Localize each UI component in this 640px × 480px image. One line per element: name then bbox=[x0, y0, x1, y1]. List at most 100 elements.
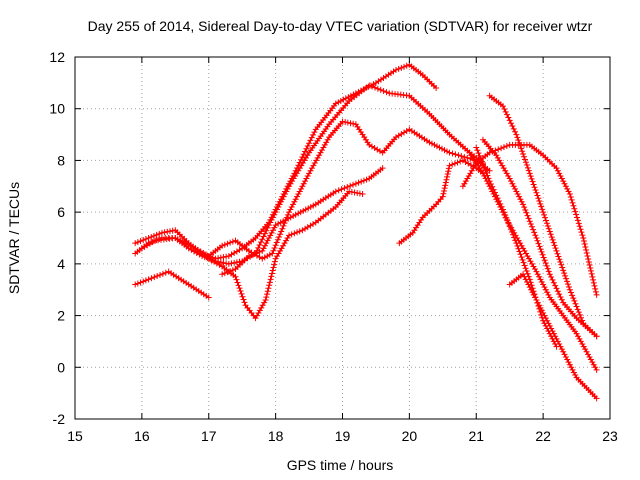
data-point bbox=[179, 238, 186, 245]
data-point bbox=[502, 167, 509, 174]
data-point bbox=[314, 154, 321, 161]
data-point bbox=[500, 103, 506, 110]
y-axis-label: SDTVAR / TECUs bbox=[6, 182, 22, 294]
data-point bbox=[240, 296, 247, 303]
data-point bbox=[464, 175, 471, 182]
y-tick-label: 2 bbox=[57, 308, 65, 324]
data-point bbox=[474, 147, 481, 154]
data-point bbox=[549, 236, 556, 243]
data-point bbox=[454, 159, 461, 166]
data-point bbox=[540, 209, 547, 216]
data-point bbox=[552, 282, 559, 289]
data-point bbox=[274, 236, 281, 243]
data-point bbox=[360, 177, 367, 184]
data-point bbox=[169, 227, 176, 234]
data-point bbox=[366, 82, 373, 89]
data-point bbox=[296, 159, 303, 166]
y-tick-label: 0 bbox=[57, 359, 65, 375]
data-point bbox=[363, 176, 370, 183]
data-point bbox=[532, 186, 539, 193]
data-point bbox=[499, 162, 506, 169]
series-arc5 bbox=[219, 165, 386, 278]
data-point bbox=[145, 235, 152, 241]
data-point bbox=[445, 165, 452, 172]
data-point bbox=[239, 293, 246, 300]
data-point bbox=[579, 341, 586, 348]
data-point bbox=[535, 195, 542, 202]
data-point bbox=[257, 239, 264, 246]
data-point bbox=[134, 280, 141, 287]
data-point bbox=[445, 168, 452, 175]
data-point bbox=[291, 230, 298, 237]
data-point bbox=[504, 111, 511, 118]
data-point bbox=[449, 150, 456, 157]
chart-title: Day 255 of 2014, Sidereal Day-to-day VTE… bbox=[88, 18, 593, 34]
data-point bbox=[577, 226, 584, 233]
data-point bbox=[308, 134, 315, 141]
data-point bbox=[291, 198, 298, 205]
data-point bbox=[569, 292, 576, 299]
data-point bbox=[187, 242, 194, 249]
data-point bbox=[503, 170, 510, 177]
data-point bbox=[571, 297, 578, 304]
data-point bbox=[501, 105, 508, 112]
data-point bbox=[570, 369, 577, 376]
data-point bbox=[516, 248, 523, 255]
data-point bbox=[593, 333, 600, 340]
data-point bbox=[347, 120, 354, 127]
data-point bbox=[531, 291, 538, 298]
y-tick-label: 10 bbox=[49, 101, 65, 117]
data-point bbox=[494, 195, 501, 202]
data-point bbox=[580, 235, 587, 241]
data-point bbox=[311, 160, 318, 167]
data-point bbox=[340, 96, 347, 103]
data-point bbox=[530, 288, 537, 295]
data-point bbox=[523, 268, 530, 275]
data-point bbox=[436, 144, 443, 151]
data-point bbox=[237, 288, 244, 295]
data-point bbox=[260, 233, 267, 240]
data-point bbox=[324, 136, 331, 143]
data-point bbox=[277, 219, 284, 226]
data-point bbox=[565, 359, 572, 366]
data-point bbox=[348, 188, 355, 195]
data-point bbox=[271, 211, 278, 218]
data-point bbox=[541, 320, 548, 327]
x-tick-label: 18 bbox=[268, 428, 284, 444]
data-point bbox=[473, 144, 480, 151]
data-point bbox=[505, 114, 512, 121]
data-point bbox=[395, 65, 402, 72]
data-point bbox=[569, 366, 576, 373]
data-point bbox=[556, 170, 563, 177]
data-point bbox=[556, 291, 563, 298]
data-point bbox=[544, 325, 551, 332]
data-point bbox=[543, 262, 550, 269]
data-point bbox=[487, 180, 494, 187]
data-point bbox=[513, 131, 520, 138]
data-point bbox=[542, 322, 549, 329]
data-point bbox=[260, 245, 267, 252]
data-point bbox=[581, 240, 588, 247]
data-point bbox=[290, 201, 297, 208]
data-point bbox=[281, 191, 288, 198]
data-point bbox=[461, 180, 468, 187]
data-point bbox=[535, 240, 542, 247]
data-point bbox=[528, 223, 535, 230]
data-point bbox=[307, 203, 314, 210]
data-point bbox=[220, 259, 227, 266]
data-point bbox=[154, 273, 161, 280]
data-point bbox=[233, 276, 240, 283]
data-point bbox=[462, 178, 469, 185]
data-point bbox=[261, 230, 268, 237]
data-point bbox=[545, 328, 552, 335]
data-point bbox=[235, 282, 242, 289]
data-point bbox=[159, 270, 166, 277]
data-point bbox=[295, 210, 302, 217]
data-point bbox=[316, 152, 323, 159]
data-point bbox=[320, 144, 327, 151]
data-point bbox=[522, 159, 529, 166]
data-point bbox=[482, 166, 489, 173]
data-point bbox=[398, 64, 405, 71]
data-point bbox=[548, 333, 555, 340]
data-point bbox=[300, 207, 307, 214]
